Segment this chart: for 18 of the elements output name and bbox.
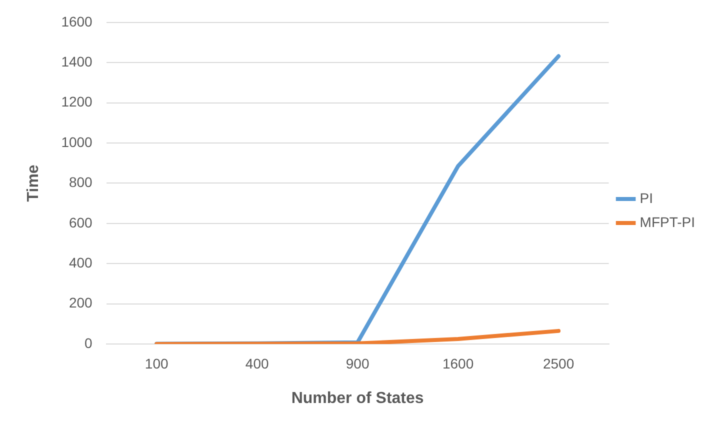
x-tick-label: 2500 [542,355,574,372]
y-axis-title: Time [25,164,42,202]
x-tick-label: 900 [346,355,370,372]
y-tick-label: 400 [68,254,93,270]
y-tick-label: 600 [68,214,93,230]
y-tick-label: 1600 [61,13,93,30]
y-tick-label: 800 [68,174,93,190]
x-tick-label: 400 [245,355,269,372]
x-tick-label: 100 [144,355,168,372]
y-tick-label: 200 [68,294,93,311]
x-tick-label: 1600 [442,355,474,372]
legend-label: MFPT-PI [640,214,696,230]
y-tick-label: 1400 [61,53,93,70]
y-tick-label: 1000 [61,134,93,150]
x-axis-title: Number of States [291,390,424,407]
y-tick-label: 0 [84,334,93,351]
legend-label: PI [640,190,654,206]
y-tick-label: 1200 [61,94,93,110]
